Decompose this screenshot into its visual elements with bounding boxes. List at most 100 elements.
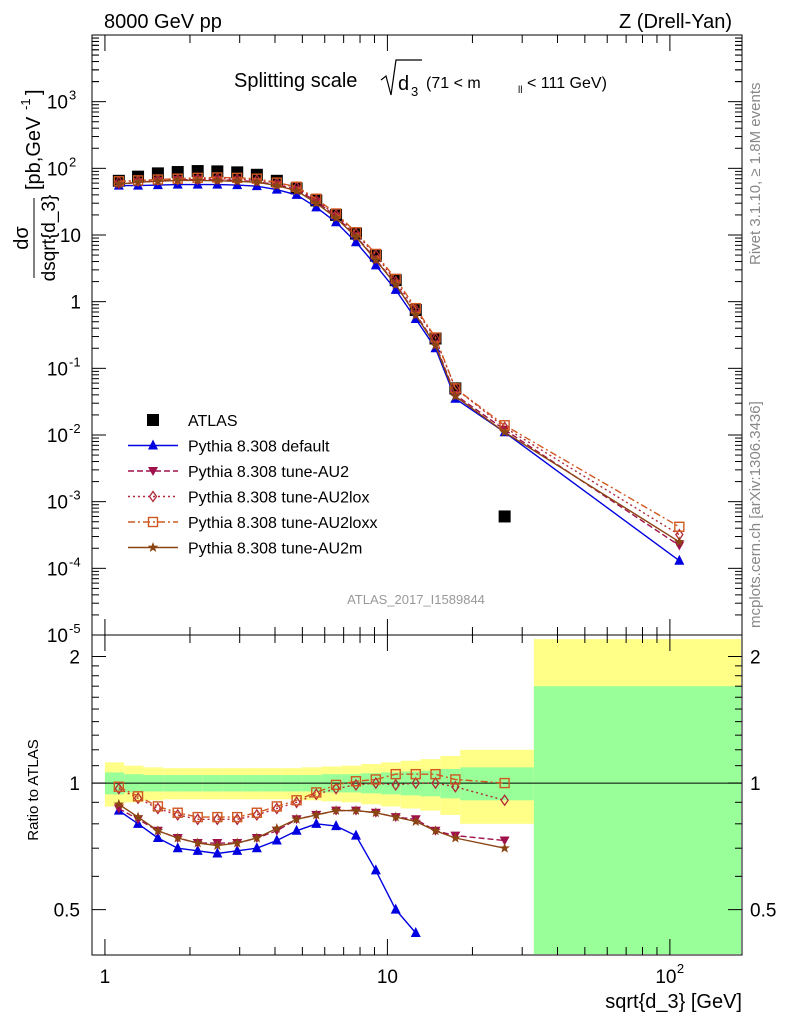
main-ytick-base: 10 — [47, 159, 68, 180]
ratio-point — [411, 776, 421, 790]
data-point — [350, 236, 361, 247]
ratio-point — [172, 807, 183, 818]
main-ylabel: dσ dsqrt{d_3} [pb,GeV -1 ] — [11, 89, 60, 281]
main-ytick-label: 10 — [60, 226, 81, 247]
x-tick-labels: 1 10 10 2 — [100, 961, 684, 988]
data-point — [311, 197, 322, 208]
ratio-point — [350, 776, 362, 787]
data-point — [271, 180, 283, 191]
data-point — [113, 178, 125, 189]
ratio-point — [251, 807, 263, 818]
ratio-point — [193, 813, 202, 826]
ratio-point — [390, 768, 401, 780]
analysis-label: ATLAS_2017_I1589844 — [347, 592, 485, 607]
ratio-point — [192, 811, 203, 823]
main-ytick-base: 10 — [47, 93, 68, 114]
ratio-point — [251, 842, 262, 853]
ratio-point — [133, 792, 143, 805]
ratio-point — [291, 813, 302, 824]
data-point — [499, 426, 510, 437]
data-point — [132, 175, 144, 186]
ylabel-numerator: dσ — [11, 226, 33, 250]
ratio-point — [152, 832, 163, 843]
ratio-point — [370, 864, 381, 875]
ratio-point — [390, 903, 401, 914]
ratio-point — [271, 834, 282, 845]
series-pythia-8-308-default — [113, 178, 685, 565]
ratio-ytick-label-right: 1 — [750, 774, 761, 795]
ratio-pythia-8-308-tune-au2m — [113, 798, 510, 853]
ratio-point — [370, 807, 382, 818]
data-point — [231, 175, 243, 186]
main-ytick-label: 1 — [70, 293, 81, 314]
legend-marker — [147, 414, 159, 426]
ratio-point — [212, 840, 223, 851]
data-point — [212, 175, 223, 186]
xtick-label: 10 — [655, 967, 676, 988]
stat-uncertainty-band — [460, 767, 534, 801]
ratio-line — [118, 773, 505, 818]
ratio-line — [118, 810, 417, 934]
ratio-point — [232, 844, 243, 855]
ratio-point — [499, 836, 510, 846]
ratio-point — [500, 794, 509, 807]
data-point — [231, 166, 244, 179]
data-point — [450, 390, 461, 401]
data-point — [153, 173, 163, 187]
ratio-point — [371, 776, 381, 790]
data-point — [151, 167, 164, 180]
ratio-ytick-label: 1 — [69, 774, 80, 795]
data-point — [173, 173, 183, 186]
main-ytick-base: 10 — [47, 626, 68, 647]
main-ytick-base: 10 — [47, 359, 68, 380]
series-line — [118, 183, 680, 562]
legend-entry: Pythia 8.308 tune-AU2 — [128, 464, 349, 481]
ratio-point — [351, 778, 361, 792]
main-ytick-label: 10 -5 — [47, 621, 81, 647]
data-point — [350, 231, 362, 242]
ratio-point — [311, 809, 322, 820]
xtick-label-exp: 2 — [677, 961, 684, 976]
legend-entry: ATLAS — [147, 413, 238, 430]
data-point — [114, 175, 124, 188]
main-series-group — [112, 165, 685, 565]
ratio-point — [410, 768, 421, 780]
ratio-point — [450, 832, 461, 843]
legend-marker — [148, 490, 158, 503]
ratio-point — [331, 782, 341, 795]
ratio-point — [132, 791, 144, 802]
series-pythia-8-308-tune-au2m — [113, 174, 685, 547]
ratio-point — [272, 802, 282, 815]
ratio-point — [311, 787, 322, 798]
main-ytick-base: 10 — [47, 493, 68, 514]
legend-label: Pythia 8.308 tune-AU2loxx — [188, 515, 377, 532]
data-point — [674, 521, 685, 532]
ratio-point — [291, 824, 302, 835]
ratio-point — [172, 842, 183, 853]
data-point — [291, 185, 302, 196]
main-ytick-label: 10 -1 — [47, 354, 81, 380]
ratio-frame — [91, 634, 743, 956]
ratio-point — [311, 817, 322, 828]
title-range-sub: ll — [518, 85, 522, 96]
legend-marker — [147, 516, 159, 528]
legend: ATLAS Pythia 8.308 default Pythia 8.308 tu… — [128, 413, 377, 558]
data-point — [390, 279, 401, 290]
main-ytick-label: 10 -3 — [47, 488, 81, 514]
header-left: 8000 GeV pp — [104, 11, 222, 33]
series-line — [118, 177, 680, 536]
ratio-line — [118, 782, 505, 820]
ratio-point — [499, 842, 510, 853]
series-line — [118, 179, 680, 543]
ratio-ylabel: Ratio to ATLAS — [25, 739, 42, 840]
ratio-pythia-8-308-tune-au2loxx — [113, 768, 510, 823]
mcplots-label: mcplots.cern.ch [arXiv:1306.3436] — [747, 401, 764, 628]
ratio-point — [113, 798, 125, 809]
ratio-ytick-label: 0.5 — [54, 901, 80, 922]
ratio-point — [291, 795, 302, 806]
ratio-point — [390, 811, 401, 822]
ratio-point — [451, 780, 460, 793]
ratio-axis-ticks: 0.5 0.5 1 1 2 2 — [54, 635, 776, 955]
ratio-point — [133, 815, 144, 825]
legend-entry: Pythia 8.308 default — [128, 439, 330, 456]
